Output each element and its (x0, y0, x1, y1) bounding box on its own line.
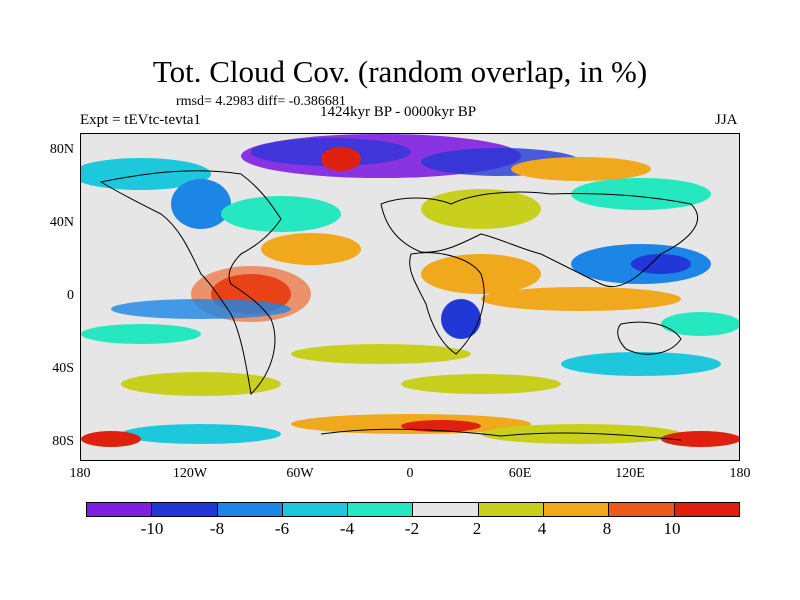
x-label-0: 0 (406, 466, 414, 481)
colorbar-box (87, 503, 153, 516)
colorbar-box (609, 503, 675, 516)
map-svg (81, 134, 739, 447)
period-text: 1424kyr BP - 0000kyr BP (320, 104, 477, 120)
x-label-60e: 60E (508, 466, 532, 481)
cloud-cover-map (80, 133, 740, 461)
colorbar-label: 10 (663, 519, 681, 538)
x-label-120e: 120E (615, 466, 645, 481)
season-label: JJA (715, 112, 738, 128)
experiment-label: Expt = tEVtc-tevta1 (80, 112, 201, 128)
colorbar-label: -6 (274, 519, 290, 538)
y-label-40n: 40N (49, 215, 74, 230)
y-label-80s: 80S (52, 434, 74, 449)
colorbar-box (348, 503, 414, 516)
x-label-60w: 60W (286, 466, 314, 481)
colorbar-box (478, 503, 545, 516)
x-label-180w: 180 (69, 466, 91, 481)
y-label-0: 0 (67, 288, 74, 303)
colorbar-label: -2 (404, 519, 420, 538)
colorbar-box (152, 503, 218, 516)
x-label-120w: 120W (172, 466, 208, 481)
map-title: Tot. Cloud Cov. (random overlap, in %) (152, 54, 648, 89)
colorbar-box (217, 503, 283, 516)
colorbar-box (544, 503, 610, 516)
colorbar-box (674, 503, 739, 516)
y-label-80n: 80N (49, 142, 74, 157)
x-label-180e: 180 (729, 466, 751, 481)
colorbar-label: 2 (472, 519, 482, 538)
coastlines (99, 170, 698, 441)
colorbar-box (282, 503, 349, 516)
colorbar-label: -8 (209, 519, 225, 538)
colorbar-label: -10 (140, 519, 164, 538)
y-label-40s: 40S (52, 361, 74, 376)
colorbar-label: 4 (537, 519, 547, 538)
colorbar-box (413, 503, 479, 516)
anomaly-fields (81, 134, 739, 447)
colorbar-label: -4 (339, 519, 355, 538)
colorbar (86, 502, 740, 517)
stats-text: rmsd= 4.2983 diff= -0.386681 (176, 94, 346, 109)
colorbar-label: 8 (602, 519, 612, 538)
